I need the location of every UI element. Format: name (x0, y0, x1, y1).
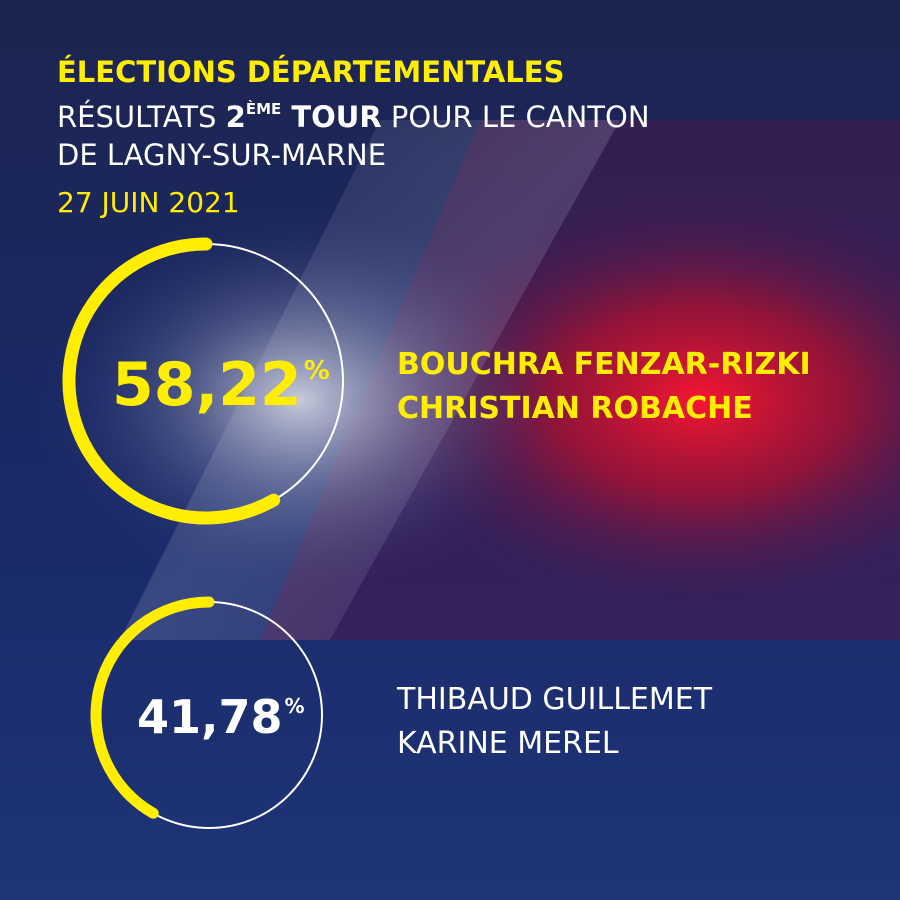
round-number: 2 (225, 100, 246, 134)
runner-up-percent-value: 41,78 (137, 690, 283, 744)
header: ÉLECTIONS DÉPARTEMENTALES RÉSULTATS 2ÈME… (57, 54, 650, 174)
winner-name-2: CHRISTIAN ROBACHE (397, 391, 753, 426)
runner-up-percentage: 41,78% (137, 690, 305, 744)
result-ring-winner (62, 237, 344, 525)
ring-progress-arc (62, 237, 281, 525)
winner-name-1: BOUCHRA FENZAR-RIZKI (397, 347, 811, 382)
runner-up-name-1: THIBAUD GUILLEMET (397, 682, 713, 717)
subtitle-line-2: DE LAGNY-SUR-MARNE (57, 138, 387, 172)
winner-names: BOUCHRA FENZAR-RIZKI CHRISTIAN ROBACHE (397, 343, 811, 431)
round-word: TOUR (281, 100, 382, 134)
runner-up-name-2: KARINE MEREL (397, 726, 619, 761)
runner-up-names: THIBAUD GUILLEMET KARINE MEREL (397, 678, 712, 766)
subtitle-line-1: RÉSULTATS 2ÈME TOUR POUR LE CANTON (57, 90, 650, 136)
winner-percentage: 58,22% (112, 350, 330, 420)
runner-up-percent-symbol: % (284, 694, 305, 718)
winner-percent-value: 58,22 (112, 350, 302, 420)
election-title: ÉLECTIONS DÉPARTEMENTALES (57, 55, 565, 89)
ring-progress-arc (90, 596, 215, 819)
winner-percent-symbol: % (303, 356, 330, 386)
election-date: 27 JUIN 2021 (57, 186, 240, 219)
result-ring-runner-up (90, 596, 323, 829)
subtitle-prefix: RÉSULTATS (57, 100, 226, 134)
subtitle-suffix: POUR LE CANTON (381, 100, 650, 134)
round-suffix: ÈME (245, 100, 282, 118)
